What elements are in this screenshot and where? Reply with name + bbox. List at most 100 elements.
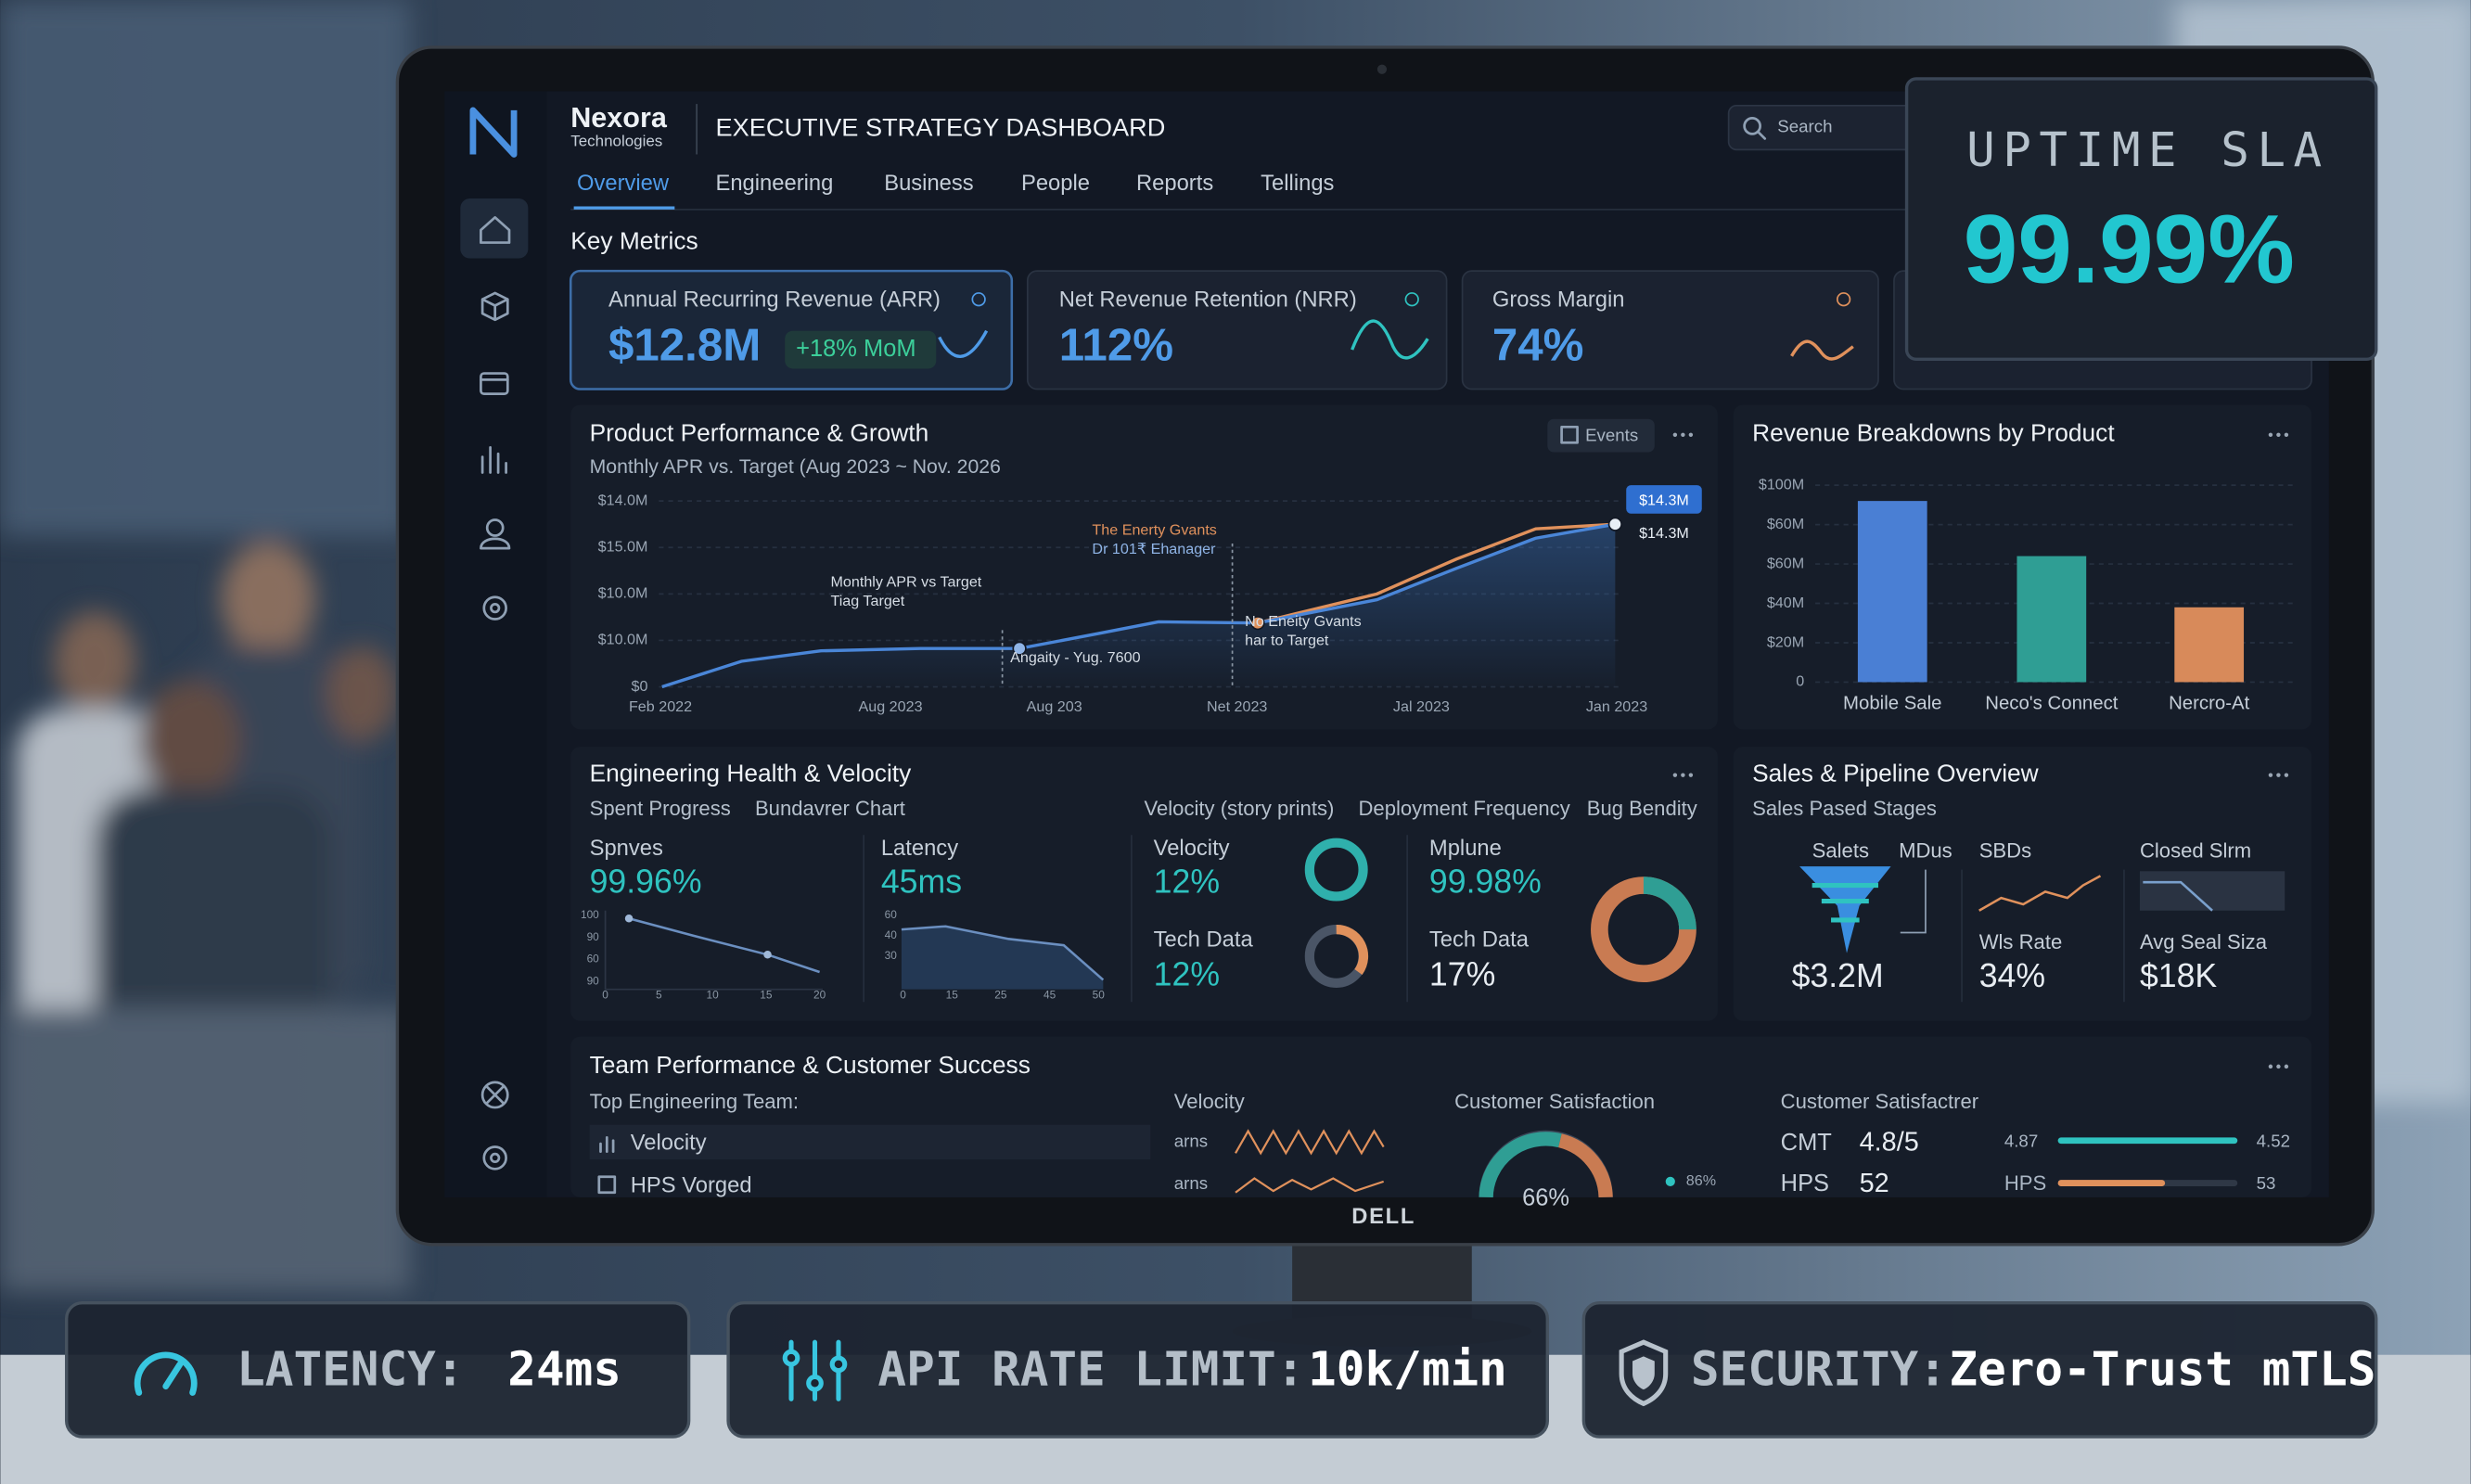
stat-value: 34% (1979, 957, 2045, 994)
badge-label: API RATE LIMIT: (877, 1342, 1304, 1397)
gauge-note: 86% (1686, 1172, 1716, 1189)
x-tick-label: 45 (1043, 989, 1056, 1002)
x-tick-label: Neco's Connect (1985, 694, 2119, 714)
y-tick-label: $10.0M (598, 632, 648, 648)
y-tick-label: $15.0M (598, 538, 648, 555)
column-title: Customer Satisfaction (1454, 1090, 1655, 1113)
row-label: arns (1174, 1173, 1208, 1193)
column-title: Velocity (1174, 1090, 1245, 1113)
stat-label: Tech Data (1154, 927, 1254, 952)
annotation: Tiag Target (830, 593, 904, 609)
badge-value: 10k/min (1308, 1342, 1507, 1397)
y-tick-label: $100M (1759, 476, 1804, 493)
x-tick-label: Nercro-At (2169, 694, 2250, 714)
section-title: Key Metrics (570, 227, 698, 255)
metric-value: 112% (1059, 319, 1173, 370)
stat-label: Wls Rate (1979, 930, 2063, 953)
annotation: Dr 101₹ Ehanager (1092, 541, 1216, 557)
stat-label: Mplune (1429, 836, 1502, 861)
metric-value: $12.8M (608, 319, 761, 370)
search[interactable]: Search (1777, 117, 1832, 136)
x-tick-label: Feb 2022 (629, 698, 692, 715)
annotation: No Eneity Gvants (1245, 613, 1361, 630)
sub-tab: Spent Progress (590, 797, 731, 820)
point (1250, 616, 1265, 631)
y-tick-label: 100 (581, 908, 599, 921)
badge-label: SECURITY: (1691, 1342, 1947, 1397)
y-tick-label: 90 (587, 974, 600, 987)
score-value: 52 (1860, 1169, 1889, 1198)
score-label: HPS (1781, 1171, 1829, 1196)
sidebar-icons (480, 216, 511, 1171)
stage-label: Salets (1812, 839, 1869, 863)
stat-label: Spnves (590, 836, 663, 861)
badges (65, 1300, 2378, 1439)
overlay-value: 99.99% (1964, 196, 2295, 304)
bar (2016, 556, 2087, 683)
bar-label: 4.87 (2004, 1131, 2038, 1150)
logo (469, 107, 518, 158)
panel-title: Engineering Health & Velocity (590, 760, 913, 787)
x-tick-label: 50 (1093, 989, 1106, 1002)
badge-value: 24ms (507, 1342, 621, 1397)
badge-value: Zero-Trust mTLS (1949, 1342, 2375, 1397)
y-tick-label: 30 (885, 949, 898, 962)
score-label: CMT (1781, 1130, 1832, 1156)
column-title: Customer Satisfactrer (1781, 1090, 1978, 1113)
line-area (661, 524, 1616, 687)
stage-label: MDus (1899, 839, 1952, 863)
sub-tab: Bundavrer Chart (755, 797, 905, 820)
y-tick-label: $0 (632, 678, 648, 695)
panel-title: Product Performance & Growth (590, 419, 929, 447)
annotation: Angaity - Yug. 7600 (1010, 649, 1140, 666)
score-value: 4.8/5 (1860, 1128, 1919, 1158)
stage-label: SBDs (1979, 839, 2031, 863)
y-tick-label: $20M (1767, 633, 1804, 650)
panel-subtitle: Monthly APR vs. Target (Aug 2023 ~ Nov. … (590, 456, 1001, 478)
annotation: har to Target (1245, 633, 1329, 649)
team-row: Velocity (631, 1130, 707, 1155)
tab[interactable]: Overview (577, 171, 670, 196)
sub-tab: Velocity (story prints) (1144, 797, 1334, 820)
badge-label: LATENCY: (237, 1342, 464, 1397)
sub-tab: Deployment Frequency (1358, 797, 1569, 820)
more-dots (1672, 432, 2289, 1069)
tab[interactable]: Tellings (1261, 171, 1334, 196)
row-label: arns (1174, 1131, 1208, 1150)
y-tick-label: 40 (885, 928, 898, 941)
stat-value: 45ms (881, 863, 962, 900)
stat-value: 99.98% (1429, 863, 1542, 900)
tab[interactable]: Reports (1136, 171, 1213, 196)
brand: Nexora (570, 102, 668, 134)
events-label[interactable]: Events (1585, 425, 1638, 444)
team-row: HPS Vorged (631, 1172, 752, 1197)
tab[interactable]: Engineering (715, 171, 833, 196)
y-tick-label: 60 (587, 953, 600, 966)
stat-label: Latency (881, 836, 958, 861)
y-tick-label: $14.0M (598, 492, 648, 508)
point (1012, 641, 1027, 656)
stat-value: $3.2M (1792, 957, 1884, 994)
metric-value: 74% (1492, 319, 1584, 370)
line-series (661, 522, 1616, 689)
stat-label: Avg Seal Siza (2140, 930, 2268, 953)
tab[interactable]: Business (884, 171, 974, 196)
nav-active (460, 198, 529, 259)
team-visuals (589, 1124, 2238, 1198)
uptime-overlay (1904, 77, 2378, 361)
panel-subtitle: Sales Pased Stages (1752, 797, 1937, 820)
sidebar (444, 91, 547, 1197)
panel-subtitle: Top Engineering Team: (590, 1090, 799, 1113)
stat-label: Tech Data (1429, 927, 1530, 952)
x-tick-label: Jal 2023 (1393, 698, 1450, 715)
tag-box (1626, 485, 1702, 514)
bar (1857, 501, 1927, 683)
y-tick-label: $10.0M (598, 585, 648, 602)
metric-label: Annual Recurring Revenue (ARR) (608, 288, 941, 313)
tab[interactable]: People (1021, 171, 1090, 196)
stat-value: 99.96% (590, 863, 702, 900)
x-tick-label: 0 (900, 989, 906, 1002)
annotation: Monthly APR vs Target (830, 574, 981, 591)
